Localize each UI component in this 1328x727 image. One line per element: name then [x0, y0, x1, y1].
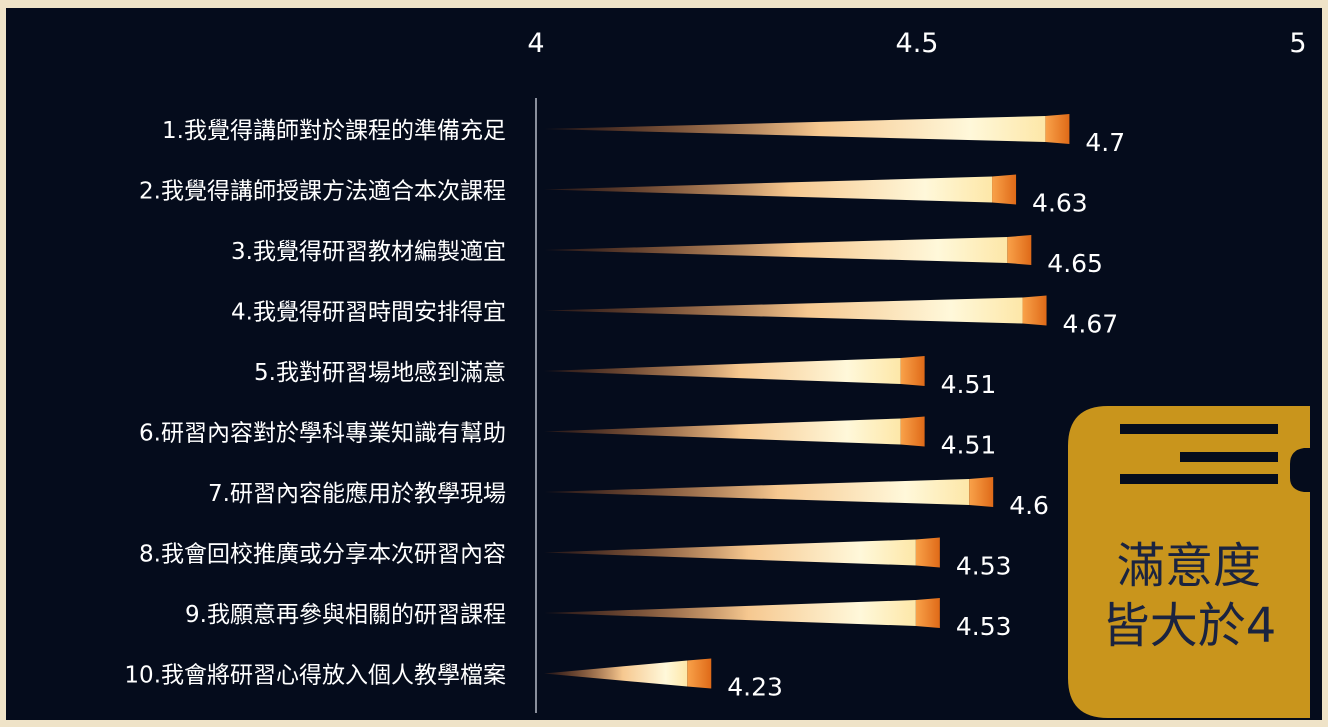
bar [544, 539, 916, 566]
category-label: 1.我覺得講師對於課程的準備充足 [162, 118, 506, 144]
data-label: 4.7 [1085, 128, 1125, 157]
bar [544, 358, 901, 384]
bar-cap [915, 598, 940, 628]
bar-cap [900, 356, 925, 386]
category-label: 9.我願意再參與相關的研習課程 [185, 602, 506, 628]
category-label: 4.我覺得研習時間安排得宜 [231, 300, 506, 326]
data-label: 4.63 [1032, 189, 1088, 218]
category-label: 10.我會將研習心得放入個人教學檔案 [124, 663, 506, 689]
category-label: 8.我會回校推廣或分享本次研習內容 [139, 542, 506, 568]
bar [544, 600, 916, 626]
data-label: 4.67 [1063, 310, 1119, 339]
chart-frame: 4 4.5 5 1.我覺得講師對於課程的準備充足 4.7 2.我覺得講師授課方法適合本次… [6, 8, 1322, 720]
bar [544, 237, 1008, 263]
bar-cap [1022, 295, 1047, 326]
data-label: 4.53 [956, 612, 1012, 641]
data-label: 4.51 [941, 370, 997, 399]
data-label: 4.23 [727, 673, 783, 702]
bar [544, 176, 993, 203]
category-label: 6.研習內容對於學科專業知識有幫助 [139, 421, 506, 447]
bar [544, 660, 688, 687]
bar [544, 479, 970, 505]
x-tick-label: 4 [527, 28, 544, 59]
data-label: 4.51 [941, 431, 997, 460]
category-label: 2.我覺得講師授課方法適合本次課程 [139, 179, 506, 205]
bar-cap [969, 477, 994, 507]
bar-cap [1007, 235, 1032, 265]
x-tick-label: 4.5 [896, 28, 939, 59]
data-label: 4.6 [1009, 491, 1049, 520]
data-label: 4.65 [1047, 249, 1103, 278]
x-tick-label: 5 [1289, 28, 1306, 59]
badge-line-2: 皆大於4 [1101, 598, 1277, 654]
data-label: 4.53 [956, 552, 1012, 581]
book-icon [1068, 406, 1310, 718]
bar-cap [992, 174, 1017, 205]
category-label: 3.我覺得研習教材編製適宜 [231, 239, 506, 265]
summary-badge: 滿意度 皆大於4 [1068, 406, 1310, 718]
bar [544, 116, 1046, 142]
bar-chart: 4 4.5 5 1.我覺得講師對於課程的準備充足 4.7 2.我覺得講師授課方法適合本次… [124, 28, 1307, 713]
category-label: 5.我對研習場地感到滿意 [254, 360, 506, 386]
bar-cap [915, 537, 940, 568]
bar [544, 418, 901, 445]
badge-line-1: 滿意度 [1116, 538, 1261, 594]
bar-cap [1045, 114, 1070, 144]
badge-text: 滿意度 皆大於4 [1068, 536, 1310, 656]
category-label: 7.研習內容能應用於教學現場 [208, 481, 506, 507]
bar-cap [900, 416, 925, 447]
bar [544, 297, 1023, 324]
bar-cap [687, 658, 712, 689]
